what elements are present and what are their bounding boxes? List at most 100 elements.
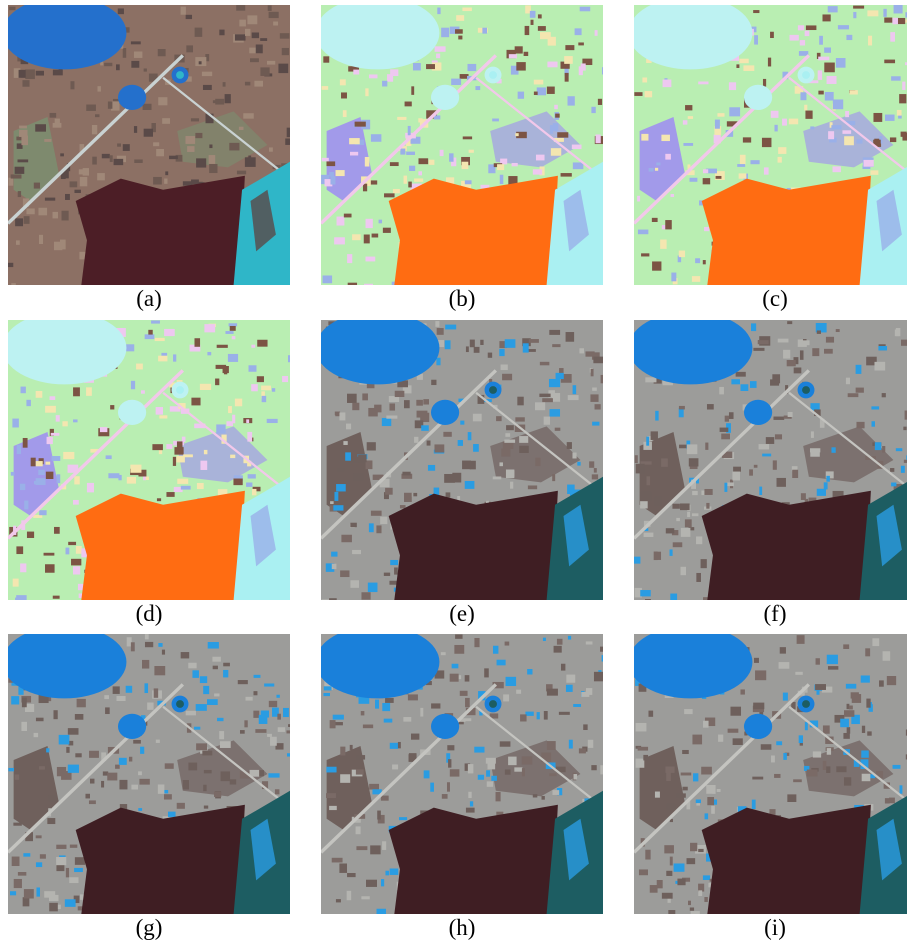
texture: [204, 770, 212, 773]
texture: [505, 642, 510, 646]
texture: [352, 234, 361, 240]
texture: [148, 330, 152, 335]
texture: [352, 403, 359, 410]
pond: [744, 85, 772, 110]
texture: [891, 483, 896, 487]
texture: [522, 756, 533, 764]
dark-region: [702, 176, 871, 285]
texture: [154, 666, 165, 675]
texture: [707, 404, 714, 409]
texture: [720, 428, 729, 432]
texture: [214, 791, 221, 797]
texture: [805, 31, 810, 36]
texture: [323, 693, 330, 696]
texture: [131, 381, 135, 389]
texture: [16, 595, 26, 600]
map-image: [8, 320, 290, 600]
texture: [36, 461, 43, 466]
texture: [468, 792, 471, 798]
texture: [245, 157, 256, 167]
texture: [236, 5, 245, 11]
texture: [92, 125, 97, 134]
texture: [638, 230, 648, 235]
texture: [341, 92, 347, 98]
texture: [145, 642, 153, 647]
texture: [759, 487, 762, 495]
texture: [705, 443, 708, 450]
panel-label: (h): [321, 915, 603, 941]
texture: [416, 400, 423, 406]
texture: [162, 650, 165, 655]
texture: [174, 447, 183, 455]
texture: [743, 137, 751, 142]
texture: [239, 127, 244, 130]
texture: [531, 20, 534, 25]
texture: [770, 32, 774, 38]
texture: [636, 759, 645, 768]
texture: [655, 497, 662, 506]
texture: [65, 899, 76, 907]
texture: [636, 723, 647, 732]
texture: [751, 323, 756, 331]
map-image: [634, 320, 907, 600]
texture: [404, 400, 410, 408]
texture: [729, 82, 736, 90]
texture: [642, 77, 647, 82]
texture: [177, 803, 185, 809]
texture: [652, 218, 658, 222]
texture: [157, 498, 161, 501]
texture: [332, 858, 343, 863]
texture: [557, 132, 568, 137]
texture: [12, 857, 20, 866]
texture: [230, 326, 236, 331]
texture: [133, 740, 141, 744]
texture: [116, 64, 120, 70]
texture: [389, 403, 395, 410]
texture: [144, 68, 147, 71]
texture: [203, 785, 206, 791]
texture: [191, 398, 200, 406]
texture: [845, 111, 849, 117]
texture: [890, 137, 896, 142]
texture: [533, 794, 538, 797]
texture: [77, 699, 86, 707]
texture: [384, 193, 395, 197]
texture: [394, 567, 398, 574]
texture: [447, 745, 454, 750]
panel-label: (b): [321, 286, 603, 312]
map-image: [321, 5, 603, 285]
texture: [805, 111, 812, 119]
texture: [695, 258, 700, 263]
texture: [783, 753, 787, 760]
texture: [536, 155, 545, 161]
texture: [191, 118, 199, 121]
texture: [753, 10, 759, 13]
texture: [787, 321, 792, 324]
texture: [732, 472, 740, 481]
texture: [158, 97, 167, 105]
texture: [166, 444, 172, 449]
texture: [901, 132, 907, 137]
texture: [74, 476, 79, 484]
texture: [164, 329, 175, 336]
texture: [20, 563, 26, 572]
texture: [639, 869, 648, 875]
texture: [326, 767, 336, 773]
texture: [411, 734, 419, 740]
texture: [516, 62, 525, 70]
texture: [572, 453, 576, 459]
texture: [192, 670, 198, 678]
texture: [826, 766, 830, 773]
texture: [787, 360, 796, 366]
texture: [650, 885, 658, 893]
texture: [696, 536, 702, 544]
texture: [788, 412, 793, 417]
texture: [635, 455, 638, 463]
texture: [138, 808, 142, 811]
texture: [385, 488, 393, 495]
texture: [711, 806, 715, 814]
texture: [226, 421, 233, 426]
texture: [856, 139, 862, 143]
texture: [364, 284, 373, 285]
texture: [209, 164, 217, 173]
